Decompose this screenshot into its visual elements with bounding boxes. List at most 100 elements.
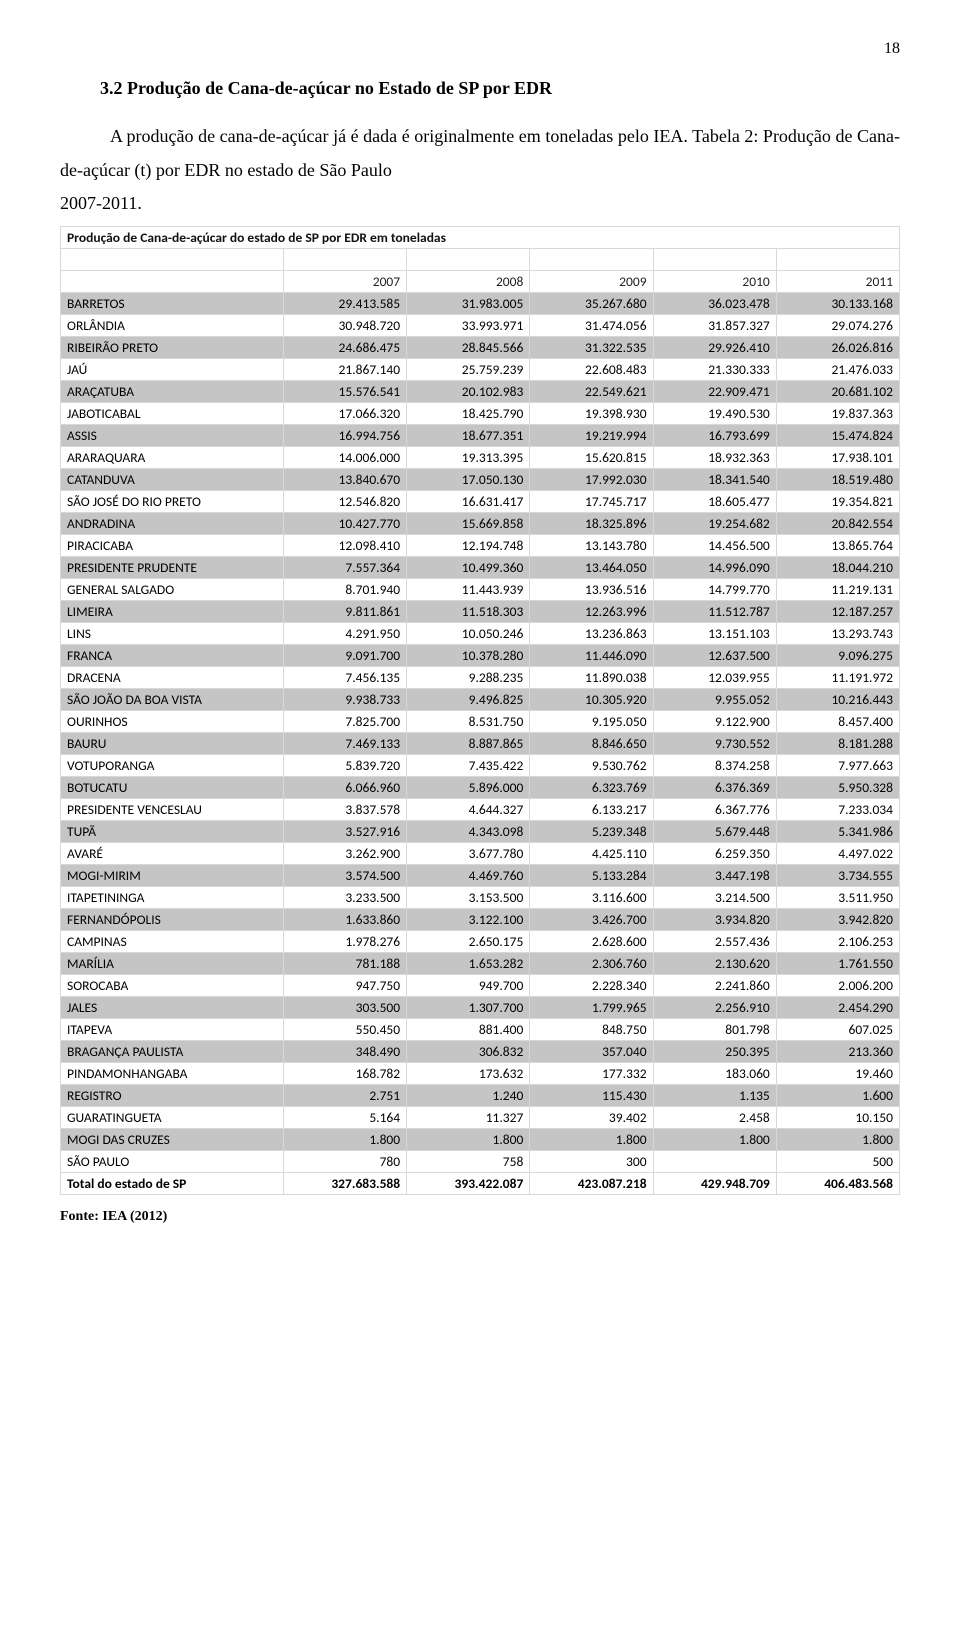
row-value: 2.241.860 — [653, 975, 776, 997]
row-value: 1.240 — [407, 1085, 530, 1107]
row-value: 1.633.860 — [283, 909, 406, 931]
table-row: MARÍLIA781.1881.653.2822.306.7602.130.62… — [61, 953, 900, 975]
table-row: BAURU7.469.1338.887.8658.846.6509.730.55… — [61, 733, 900, 755]
row-label: SÃO PAULO — [61, 1151, 284, 1173]
row-value: 11.512.787 — [653, 601, 776, 623]
source-citation: Fonte: IEA (2012) — [60, 1209, 900, 1225]
row-value: 8.887.865 — [407, 733, 530, 755]
data-table-container: Produção de Cana-de-açúcar do estado de … — [60, 226, 900, 1195]
row-value: 5.839.720 — [283, 755, 406, 777]
row-label: BAURU — [61, 733, 284, 755]
row-value: 20.681.102 — [776, 381, 899, 403]
row-value: 18.932.363 — [653, 447, 776, 469]
row-value: 13.464.050 — [530, 557, 653, 579]
row-value: 18.605.477 — [653, 491, 776, 513]
row-value: 6.323.769 — [530, 777, 653, 799]
row-value: 2.454.290 — [776, 997, 899, 1019]
row-value: 11.890.038 — [530, 667, 653, 689]
row-value: 1.800 — [530, 1129, 653, 1151]
row-value: 10.050.246 — [407, 623, 530, 645]
row-value: 3.734.555 — [776, 865, 899, 887]
row-value: 19.219.994 — [530, 425, 653, 447]
table-title: Produção de Cana-de-açúcar do estado de … — [61, 227, 900, 249]
row-value: 1.600 — [776, 1085, 899, 1107]
row-value: 9.730.552 — [653, 733, 776, 755]
row-value: 17.050.130 — [407, 469, 530, 491]
row-value: 19.490.530 — [653, 403, 776, 425]
row-label: PRESIDENTE VENCESLAU — [61, 799, 284, 821]
total-val-3: 429.948.709 — [653, 1173, 776, 1195]
row-value: 2.106.253 — [776, 931, 899, 953]
row-value: 10.427.770 — [283, 513, 406, 535]
row-value: 5.896.000 — [407, 777, 530, 799]
row-value: 10.150 — [776, 1107, 899, 1129]
table-row: ASSIS16.994.75618.677.35119.219.99416.79… — [61, 425, 900, 447]
table-row: LIMEIRA9.811.86111.518.30312.263.99611.5… — [61, 601, 900, 623]
row-value: 30.133.168 — [776, 293, 899, 315]
row-label: BRAGANÇA PAULISTA — [61, 1041, 284, 1063]
row-value: 29.413.585 — [283, 293, 406, 315]
row-value: 19.460 — [776, 1063, 899, 1085]
row-value: 30.948.720 — [283, 315, 406, 337]
row-value: 18.044.210 — [776, 557, 899, 579]
row-value: 947.750 — [283, 975, 406, 997]
table-row: ANDRADINA10.427.77015.669.85818.325.8961… — [61, 513, 900, 535]
row-label: LIMEIRA — [61, 601, 284, 623]
row-label: CAMPINAS — [61, 931, 284, 953]
table-row: CATANDUVA13.840.67017.050.13017.992.0301… — [61, 469, 900, 491]
row-value: 11.219.131 — [776, 579, 899, 601]
row-value: 2.256.910 — [653, 997, 776, 1019]
row-value: 2.130.620 — [653, 953, 776, 975]
row-value: 9.530.762 — [530, 755, 653, 777]
row-label: ORLÂNDIA — [61, 315, 284, 337]
row-value: 6.376.369 — [653, 777, 776, 799]
row-value: 306.832 — [407, 1041, 530, 1063]
row-value: 19.354.821 — [776, 491, 899, 513]
row-value: 20.842.554 — [776, 513, 899, 535]
row-value: 33.993.971 — [407, 315, 530, 337]
row-value: 9.096.275 — [776, 645, 899, 667]
row-value: 31.983.005 — [407, 293, 530, 315]
row-label: ARARAQUARA — [61, 447, 284, 469]
row-value: 9.496.825 — [407, 689, 530, 711]
row-label: OURINHOS — [61, 711, 284, 733]
row-value: 18.519.480 — [776, 469, 899, 491]
row-value: 17.938.101 — [776, 447, 899, 469]
row-label: ARAÇATUBA — [61, 381, 284, 403]
row-value: 9.195.050 — [530, 711, 653, 733]
row-value: 173.632 — [407, 1063, 530, 1085]
row-value: 31.322.535 — [530, 337, 653, 359]
row-value: 6.133.217 — [530, 799, 653, 821]
row-value: 183.060 — [653, 1063, 776, 1085]
row-value: 12.098.410 — [283, 535, 406, 557]
row-value: 7.435.422 — [407, 755, 530, 777]
row-value: 8.531.750 — [407, 711, 530, 733]
table-row: PRESIDENTE PRUDENTE7.557.36410.499.36013… — [61, 557, 900, 579]
total-val-4: 406.483.568 — [776, 1173, 899, 1195]
row-value: 17.066.320 — [283, 403, 406, 425]
row-value: 881.400 — [407, 1019, 530, 1041]
row-value: 5.164 — [283, 1107, 406, 1129]
row-value: 5.679.448 — [653, 821, 776, 843]
row-value: 758 — [407, 1151, 530, 1173]
row-value: 3.527.916 — [283, 821, 406, 843]
table-row: SÃO JOSÉ DO RIO PRETO12.546.82016.631.41… — [61, 491, 900, 513]
table-row: SÃO PAULO780758300500 — [61, 1151, 900, 1173]
row-value: 39.402 — [530, 1107, 653, 1129]
table-row: CAMPINAS1.978.2762.650.1752.628.6002.557… — [61, 931, 900, 953]
row-label: ITAPEVA — [61, 1019, 284, 1041]
table-row: PINDAMONHANGABA168.782173.632177.332183.… — [61, 1063, 900, 1085]
row-value: 3.116.600 — [530, 887, 653, 909]
row-value: 10.216.443 — [776, 689, 899, 711]
page-number: 18 — [60, 40, 900, 58]
row-value: 11.327 — [407, 1107, 530, 1129]
row-value: 848.750 — [530, 1019, 653, 1041]
row-value: 250.395 — [653, 1041, 776, 1063]
table-row: MOGI-MIRIM3.574.5004.469.7605.133.2843.4… — [61, 865, 900, 887]
table-row: ITAPEVA550.450881.400848.750801.798607.0… — [61, 1019, 900, 1041]
table-row: JALES303.5001.307.7001.799.9652.256.9102… — [61, 997, 900, 1019]
row-value: 8.374.258 — [653, 755, 776, 777]
row-value: 16.631.417 — [407, 491, 530, 513]
row-label: FERNANDÓPOLIS — [61, 909, 284, 931]
row-value: 177.332 — [530, 1063, 653, 1085]
